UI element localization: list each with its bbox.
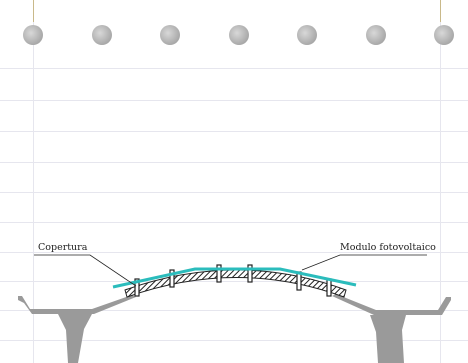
- fastener: [326, 278, 332, 297]
- fastener: [169, 269, 175, 288]
- leader-lines: [34, 254, 427, 287]
- right-support: [332, 294, 451, 363]
- roof-structure: [124, 269, 347, 298]
- ring-hole-icon: [297, 25, 317, 45]
- fastener: [134, 278, 140, 297]
- ring-hole-icon: [229, 25, 249, 45]
- fastener: [247, 264, 253, 283]
- label-modulo-fotovoltaico: Modulo fotovoltaico: [340, 242, 436, 253]
- fastener: [216, 264, 222, 283]
- leader-right: [301, 254, 427, 271]
- ring-hole-icon: [160, 25, 180, 45]
- label-copertura: Copertura: [38, 242, 88, 253]
- pv-module: [112, 267, 357, 289]
- ring-holes: [23, 25, 454, 45]
- leader-left: [34, 254, 137, 287]
- ring-hole-icon: [23, 25, 43, 45]
- left-support: [18, 295, 136, 363]
- ring-hole-icon: [366, 25, 386, 45]
- ring-hole-icon: [434, 25, 454, 45]
- ring-hole-icon: [92, 25, 112, 45]
